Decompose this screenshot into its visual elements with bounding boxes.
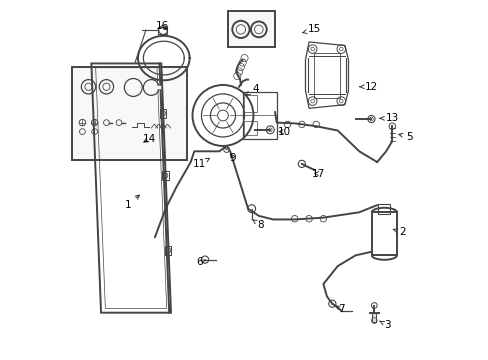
Bar bbox=[371, 212, 396, 255]
Text: 3: 3 bbox=[379, 320, 390, 330]
Bar bbox=[371, 313, 376, 321]
Text: 17: 17 bbox=[311, 168, 324, 179]
Text: 4: 4 bbox=[245, 84, 258, 95]
Bar bbox=[244, 95, 257, 112]
Text: 9: 9 bbox=[229, 153, 236, 163]
Text: 2: 2 bbox=[392, 227, 405, 237]
Text: 7: 7 bbox=[334, 304, 344, 314]
Text: 5: 5 bbox=[398, 132, 412, 142]
Text: 8: 8 bbox=[252, 220, 264, 230]
Text: 12: 12 bbox=[359, 82, 378, 92]
Bar bbox=[164, 246, 171, 255]
Text: 13: 13 bbox=[379, 113, 398, 123]
Bar bbox=[72, 67, 187, 160]
Text: 11: 11 bbox=[193, 158, 209, 169]
Bar bbox=[162, 171, 168, 180]
Bar bbox=[158, 27, 167, 34]
Bar bbox=[228, 12, 274, 47]
Bar bbox=[378, 204, 389, 214]
Text: 15: 15 bbox=[302, 24, 321, 35]
Text: 1: 1 bbox=[124, 195, 139, 210]
Text: 14: 14 bbox=[142, 134, 156, 144]
Text: 10: 10 bbox=[277, 127, 290, 136]
Text: 16: 16 bbox=[155, 21, 168, 31]
Bar bbox=[314, 53, 339, 98]
Text: 6: 6 bbox=[196, 257, 205, 267]
Bar bbox=[242, 92, 276, 139]
Bar bbox=[159, 109, 166, 118]
Bar bbox=[244, 121, 257, 135]
